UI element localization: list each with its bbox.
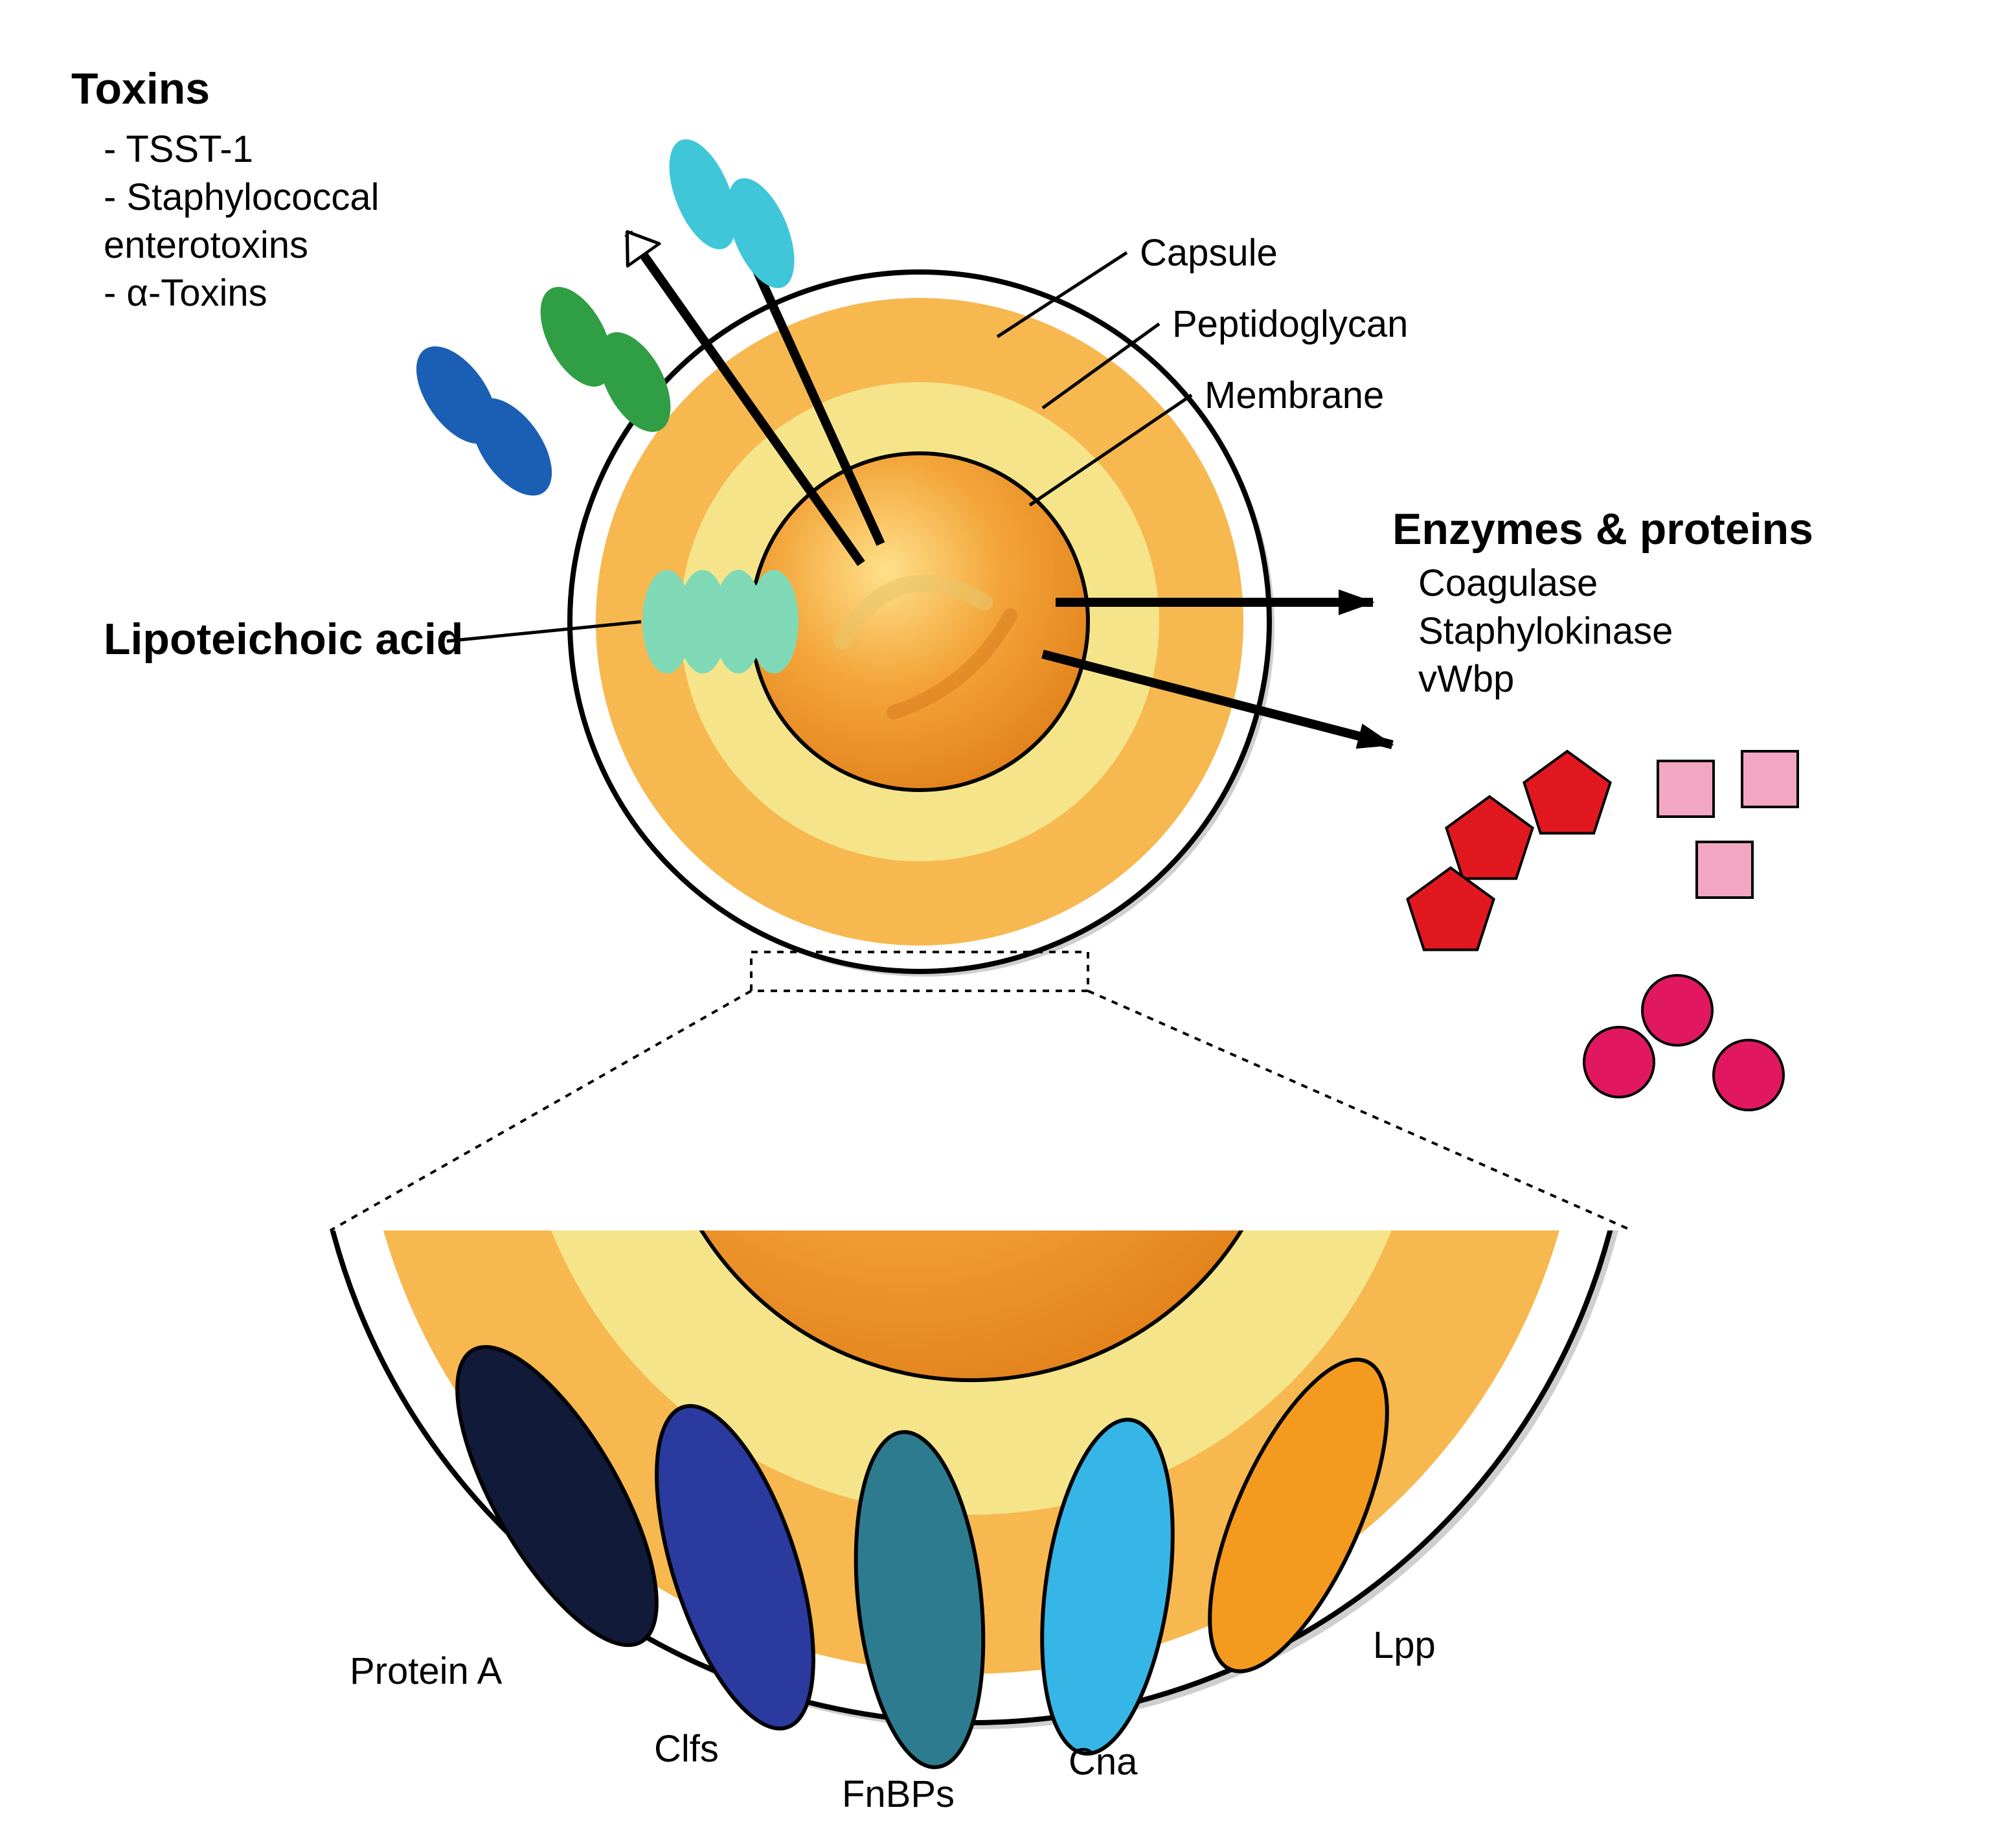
enzymes-item: vWbp [1418,658,1514,700]
enzyme-square [1742,751,1798,807]
enzyme-pentagon [1407,868,1493,950]
peptidoglycan-label: Peptidoglycan [1172,303,1408,345]
membrane-layer [751,453,1088,790]
surface-protein-label: Cna [1069,1741,1138,1783]
enzyme-square [1658,761,1714,817]
enzyme-square [1697,842,1752,898]
enzyme-circle [1714,1040,1784,1110]
enzymes-item: Coagulase [1418,562,1598,604]
membrane-label: Membrane [1205,374,1384,416]
surface-protein-label: Protein A [350,1650,503,1692]
lipoteichoic-label: Lipoteichoic acid [104,615,463,664]
enzymes-item: Staphylokinase [1418,610,1673,652]
lipoteichoic-bead [749,570,798,674]
zoom-leader [330,991,751,1230]
enzyme-pentagon [1446,797,1532,879]
surface-protein-label: FnBPs [842,1773,955,1815]
enzymes-heading: Enzymes & proteins [1392,504,1813,554]
toxins-item: enterotoxins [104,224,308,266]
toxins-item: - TSST-1 [104,128,253,170]
toxins-item: - Staphylococcal [104,176,379,218]
toxins-heading: Toxins [71,64,210,113]
surface-protein-label: Clfs [654,1728,719,1770]
zoom-leader [1088,991,1632,1230]
toxins-item: - α-Toxins [104,272,267,314]
capsule-label: Capsule [1140,232,1278,274]
surface-protein-label: Lpp [1373,1624,1436,1666]
enzyme-circle [1642,975,1712,1045]
enzyme-circle [1584,1027,1654,1097]
enzyme-pentagon [1524,751,1610,833]
